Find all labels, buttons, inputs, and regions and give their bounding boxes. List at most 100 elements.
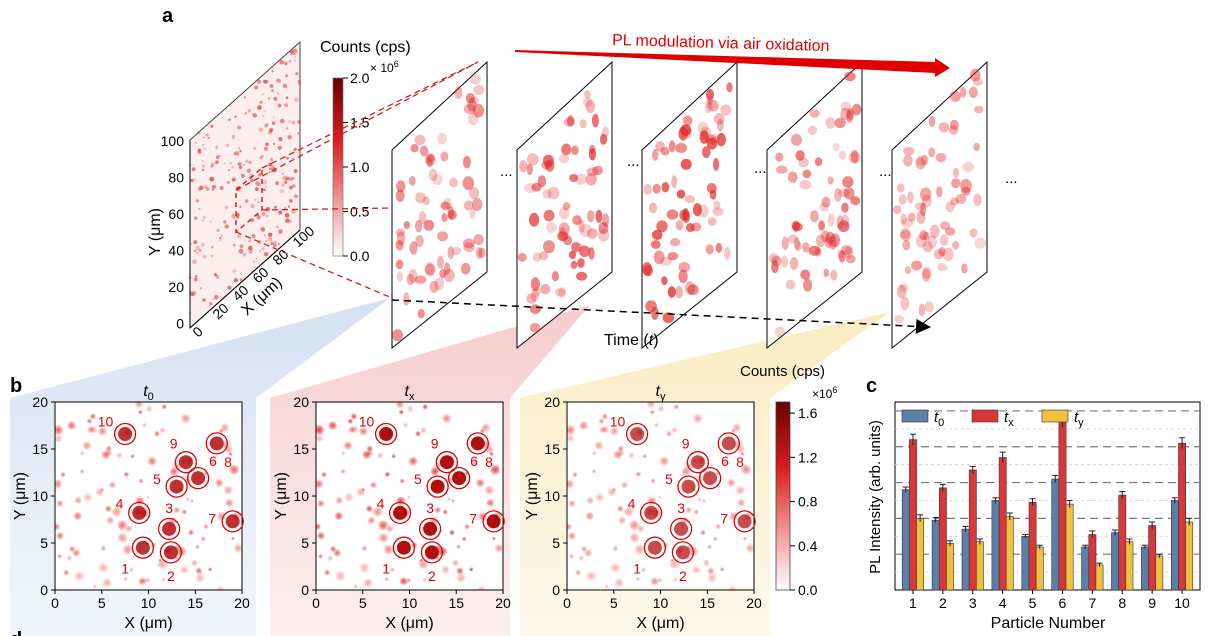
particle-marker bbox=[698, 466, 722, 490]
map-3d-speck bbox=[250, 179, 254, 183]
time-frame-spot bbox=[848, 151, 861, 164]
map-3d-speck bbox=[244, 199, 249, 203]
particle-label: 3 bbox=[677, 500, 685, 516]
map-3d-speck bbox=[194, 275, 198, 278]
particle-label: 1 bbox=[633, 560, 641, 576]
map-2d-spot bbox=[591, 468, 597, 475]
map-2d-spot bbox=[398, 576, 409, 587]
particle-label: 3 bbox=[165, 500, 173, 516]
particle-marker bbox=[418, 517, 442, 541]
time-frame-spot bbox=[443, 268, 455, 282]
colorbar-a-tick-label: 0.0 bbox=[350, 248, 370, 264]
colorbar-a-tick-label: 2.0 bbox=[350, 70, 370, 86]
map-2d-spot bbox=[645, 402, 657, 410]
map-3d-speck bbox=[231, 134, 236, 139]
map-3d-speck bbox=[239, 150, 242, 153]
map-2d-spot bbox=[56, 553, 63, 560]
pl-modulation-arrow bbox=[515, 50, 950, 77]
time-frame-spot bbox=[768, 253, 779, 263]
map-2d-spot bbox=[128, 566, 135, 573]
map-3d-speck bbox=[289, 185, 293, 190]
map-3d-speck bbox=[279, 189, 284, 194]
map-2d-spot bbox=[316, 478, 325, 490]
time-frame-spot bbox=[470, 96, 479, 105]
map-2d-spot bbox=[115, 451, 124, 460]
map-3d-speck bbox=[277, 92, 280, 95]
time-frame-spot bbox=[582, 97, 593, 108]
particle-core bbox=[721, 436, 736, 451]
map-3d-speck bbox=[204, 185, 208, 189]
map-2d-spot bbox=[722, 460, 728, 466]
map-3d-speck bbox=[277, 145, 282, 150]
map-2d-spot bbox=[55, 499, 65, 508]
time-frame-spot bbox=[907, 191, 914, 204]
time-frame-spot bbox=[838, 188, 851, 198]
map-3d-speck bbox=[195, 142, 197, 144]
time-frame-spot bbox=[706, 88, 714, 101]
map-2d-spot bbox=[362, 576, 374, 589]
time-frame-spot bbox=[410, 144, 419, 153]
map-3d-speck bbox=[269, 127, 274, 132]
map-2d-spot bbox=[739, 463, 753, 477]
particle-marker bbox=[392, 536, 416, 559]
map-2d: 1 2 3 4 5 6 7 8 9 10 00 5 5 10 10 15 15 20 20 X (μm) Y (μm) t… bbox=[12, 383, 250, 632]
particle-core bbox=[486, 514, 501, 529]
map-2d-spot bbox=[100, 449, 112, 461]
time-frame-spot bbox=[908, 212, 916, 222]
map-2d-spot bbox=[593, 440, 605, 452]
time-frame-spot bbox=[671, 175, 678, 189]
map-3d-speck bbox=[194, 216, 198, 220]
map-2d-spot bbox=[105, 515, 116, 526]
time-frame-spot bbox=[901, 218, 914, 228]
map-3d-speck bbox=[257, 183, 261, 187]
map-2d-spot bbox=[79, 468, 85, 475]
map-2d-spots bbox=[567, 402, 754, 590]
time-frame-spot bbox=[547, 186, 560, 200]
map-3d-speck bbox=[268, 162, 272, 167]
time-frame-spot bbox=[395, 240, 404, 251]
particle-core bbox=[424, 545, 439, 560]
time-frame-spot bbox=[838, 250, 846, 263]
time-frame-spot bbox=[715, 242, 723, 253]
map-2d-spot bbox=[365, 504, 374, 513]
map-3d-speck bbox=[263, 79, 267, 84]
map-2d-spot bbox=[329, 545, 337, 553]
time-frame-spot bbox=[449, 177, 458, 188]
map-3d-speck bbox=[268, 97, 271, 100]
map-3d-speck bbox=[191, 291, 197, 296]
map-2d-spot bbox=[398, 409, 405, 416]
time-frame-spot bbox=[666, 209, 679, 220]
map-3d-speck bbox=[197, 207, 200, 210]
time-frame-spot bbox=[911, 260, 923, 271]
bar bbox=[938, 487, 947, 591]
map-3d-speck bbox=[237, 125, 242, 130]
particle-marker bbox=[435, 451, 459, 474]
colorbar-b-tick-label: 0.0 bbox=[798, 582, 818, 598]
time-frame-spot bbox=[771, 255, 782, 267]
map-3d-speck bbox=[203, 147, 207, 151]
map-3d-speck bbox=[268, 232, 273, 237]
map-3d-speck bbox=[251, 234, 256, 238]
time-frame-spot bbox=[896, 183, 905, 193]
time-frame-spot bbox=[395, 189, 405, 202]
map-3d-speck bbox=[238, 248, 244, 254]
map-3d-speck bbox=[254, 187, 259, 192]
time-frame-spot bbox=[945, 201, 955, 213]
colorbar-a-tick-label: 0.5 bbox=[350, 204, 370, 220]
map-2d-spot bbox=[493, 542, 503, 554]
time-frame-spot bbox=[700, 126, 712, 140]
map-2d-y-tick: 5 bbox=[552, 535, 560, 551]
time-frame-spot bbox=[643, 183, 652, 195]
map-2d-spot bbox=[672, 403, 680, 411]
bar bbox=[998, 457, 1007, 591]
map-2d-spot bbox=[670, 558, 675, 563]
map-3d-y-tick: 40 bbox=[168, 243, 184, 259]
map-3d-y-label: Y (μm) bbox=[147, 208, 164, 256]
map-2d-spot bbox=[684, 506, 693, 514]
time-frame-spot bbox=[588, 148, 597, 161]
map-3d-speck bbox=[252, 260, 256, 264]
time-frame-spot bbox=[837, 220, 850, 233]
map-2d-spot bbox=[691, 412, 704, 425]
map-3d-speck bbox=[293, 48, 298, 53]
colorbar-a-title: Counts (cps) bbox=[320, 39, 411, 56]
